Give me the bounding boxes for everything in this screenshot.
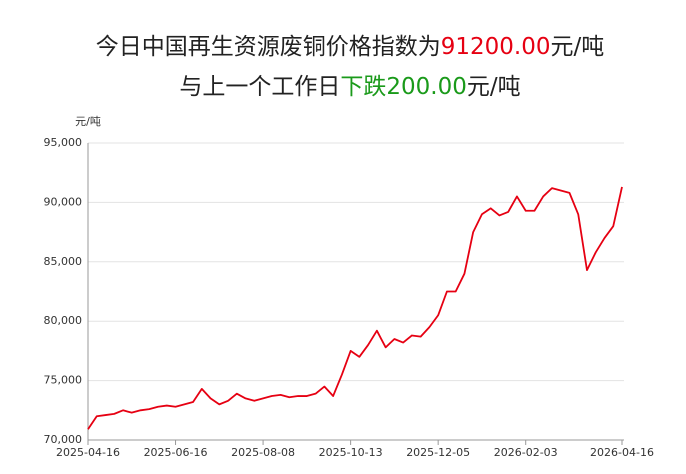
title-part: 元/吨 [467, 74, 521, 100]
x-tick-label: 2025-12-05 [406, 446, 470, 459]
x-tick-label: 2025-08-08 [231, 446, 295, 459]
y-tick-label: 85,000 [44, 255, 83, 268]
y-tick-label: 75,000 [44, 374, 83, 387]
title-line-1: 今日中国再生资源废铜价格指数为91200.00元/吨 [96, 34, 605, 60]
title-part: 与上一个工作日 [179, 74, 340, 100]
title-line-2: 与上一个工作日下跌200.00元/吨 [179, 74, 520, 100]
title-part: 元/吨 [551, 34, 605, 60]
x-tick-label: 2026-02-03 [494, 446, 558, 459]
x-tick-label: 2025-04-16 [56, 446, 120, 459]
y-tick-label: 80,000 [44, 314, 83, 327]
title-part: 下跌200.00 [340, 74, 466, 100]
y-axis-label: 元/吨 [75, 115, 101, 128]
x-tick-label: 2025-06-16 [144, 446, 208, 459]
x-tick-label: 2025-10-13 [319, 446, 383, 459]
title-part: 今日中国再生资源废铜价格指数为 [96, 34, 441, 60]
x-tick-label: 2026-04-16 [590, 446, 654, 459]
title-part: 91200.00 [441, 34, 551, 60]
y-tick-label: 70,000 [44, 433, 83, 446]
y-tick-label: 90,000 [44, 195, 83, 208]
y-tick-label: 95,000 [44, 136, 83, 149]
line [87, 186, 623, 430]
